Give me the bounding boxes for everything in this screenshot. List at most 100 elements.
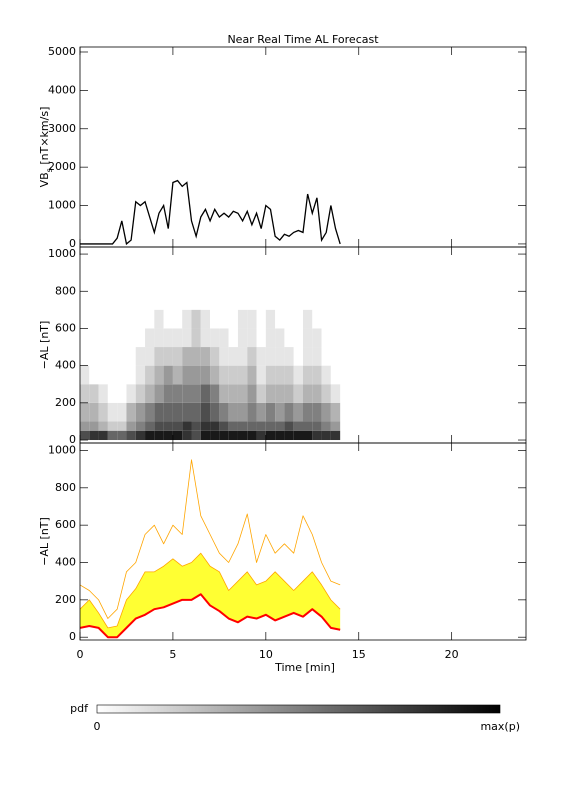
heatmap-cell [237,328,248,348]
heatmap-cell [107,309,118,329]
heatmap-cell [80,309,90,329]
series-line [80,459,341,619]
y-tick-label: 800 [55,284,76,297]
heatmap-cell [210,430,220,441]
heatmap-cell [163,421,173,431]
y-tick-label: 0 [69,433,76,446]
heatmap-cell [172,309,183,329]
heatmap-cell [117,309,127,329]
heatmap-cell [293,309,303,329]
heatmap-cell [256,384,266,403]
heatmap-cell [210,309,220,329]
heatmap-cell [312,384,322,403]
y-tick-label: 1000 [48,443,76,456]
colorbar-label: pdf [70,702,89,715]
heatmap-cell [200,402,211,422]
heatmap-cell [303,365,313,385]
heatmap-cell [154,347,164,366]
heatmap-cell [191,384,201,403]
heatmap-cell [275,402,285,422]
heatmap-cell [312,430,322,441]
heatmap-cell [154,309,164,329]
heatmap-cell [330,328,341,348]
heatmap-cell [321,384,331,403]
heatmap-cell [163,365,173,385]
heatmap-cell [256,365,266,385]
heatmap-cell [107,328,118,348]
heatmap-cell [237,402,248,422]
heatmap-cell [98,430,108,441]
y-axis-label-part: −AL [nT] [38,517,51,566]
heatmap-cell [284,328,294,348]
heatmap-cell [172,384,183,403]
heatmap-cell [265,402,276,422]
y-axis-label-part: [nT×km/s] [38,107,51,169]
heatmap-cell [154,328,164,348]
heatmap-cell [182,328,192,348]
heatmap-cell [303,421,313,431]
heatmap-cell [330,421,341,431]
heatmap-cell [182,365,192,385]
heatmap-cell [172,402,183,422]
heatmap-cell [117,402,127,422]
heatmap-cell [200,421,211,431]
heatmap-cell [237,309,248,329]
heatmap-cell [293,347,303,366]
heatmap-cell [200,347,211,366]
heatmap-cell [303,384,313,403]
x-tick-label: 20 [445,648,459,661]
heatmap-cell [284,365,294,385]
heatmap-cell [303,430,313,441]
heatmap-cell [330,430,341,441]
heatmap-cell [126,328,136,348]
heatmap-cell [126,365,136,385]
heatmap-cell [228,328,238,348]
heatmap-cell [163,402,173,422]
heatmap-cell [145,384,155,403]
heatmap-cell [117,421,127,431]
heatmap-cell [256,309,266,329]
heatmap-cell [256,328,266,348]
heatmap-cell [145,402,155,422]
series-line [80,593,341,639]
heatmap-cell [98,365,108,385]
heatmap-cell [312,421,322,431]
heatmap-cell [293,328,303,348]
heatmap-cell [237,421,248,431]
y-axis-label: VBs [nT×km/s] [38,107,54,188]
heatmap-cell [89,309,99,329]
heatmap-cell [191,430,201,441]
heatmap-cell [312,309,322,329]
heatmap-cell [265,328,276,348]
heatmap-cell [89,328,99,348]
heatmap-cell [293,430,303,441]
heatmap-cell [219,365,229,385]
heatmap-cell [321,421,331,431]
heatmap-cell [145,328,155,348]
heatmap-cell [293,365,303,385]
heatmap-cell [98,384,108,403]
heatmap-cell [312,328,322,348]
heatmap-cell [256,421,266,431]
heatmap-cell [247,365,257,385]
heatmap-cell [293,402,303,422]
line [80,179,341,246]
heatmap-cell [312,365,322,385]
heatmap-cell [219,347,229,366]
heatmap-cell [247,328,257,348]
heatmap-cell [247,347,257,366]
heatmap-cell [182,430,192,441]
heatmap-cell [163,430,173,441]
heatmap-cell [228,384,238,403]
heatmap-cell [219,309,229,329]
heatmap-cell [135,328,146,348]
heatmap-cell [145,309,155,329]
heatmap-cell [321,309,331,329]
heatmap-cell [135,309,146,329]
heatmap-cell [135,430,146,441]
heatmap-cell [80,384,90,403]
heatmap-cell [284,402,294,422]
heatmap-cell [145,421,155,431]
band-fill [80,553,341,638]
